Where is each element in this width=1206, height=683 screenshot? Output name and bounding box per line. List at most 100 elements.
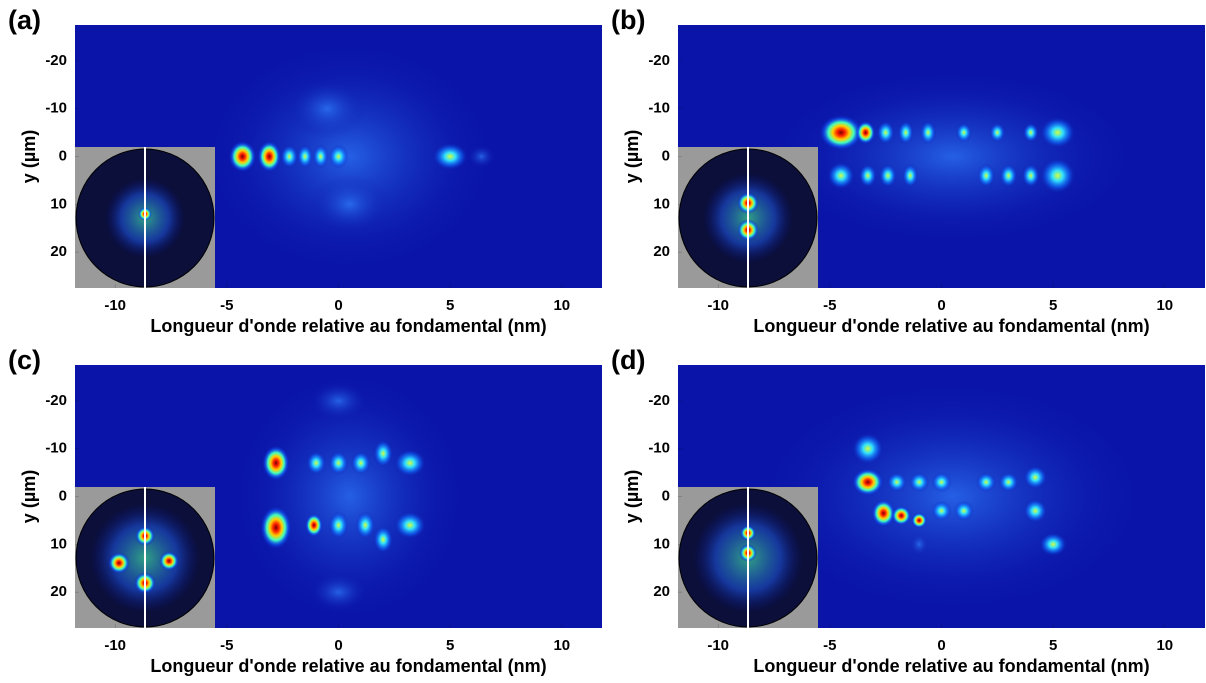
x-tick-label: -10 xyxy=(707,637,729,654)
y-tick-label: 0 xyxy=(662,147,670,164)
y-axis-label: y (µm) xyxy=(19,470,39,523)
y-tick-label: 20 xyxy=(653,583,670,600)
panel: -20 -10 0 10 20 -10 -5 0 5 10 Longueur d'onde rela… xyxy=(8,5,602,336)
intensity-spot xyxy=(1023,465,1048,490)
intensity-spot xyxy=(871,499,896,528)
intensity-spot xyxy=(306,451,327,476)
y-tick-label: -20 xyxy=(45,52,67,69)
panel-label: (c) xyxy=(8,345,41,375)
y-tick-label: 0 xyxy=(662,487,670,504)
x-tick-label: 0 xyxy=(334,297,342,314)
intensity-spot xyxy=(931,472,952,493)
x-tick-label: 10 xyxy=(553,297,570,314)
intensity-spot xyxy=(858,163,877,188)
intensity-spot xyxy=(752,376,1153,617)
y-tick-label: 10 xyxy=(653,535,670,552)
panel-label: (b) xyxy=(611,5,645,35)
inset-spot xyxy=(108,552,130,574)
x-tick-label: 5 xyxy=(446,637,454,654)
y-tick-label: 20 xyxy=(50,243,67,260)
intensity-spot xyxy=(355,511,376,540)
intensity-spot xyxy=(309,174,390,235)
y-tick-label: -10 xyxy=(45,440,67,457)
y-tick-label: -20 xyxy=(648,52,670,69)
intensity-spot xyxy=(259,505,292,550)
y-tick-label: -10 xyxy=(45,100,67,117)
intensity-spot xyxy=(909,472,930,493)
panel: -20 -10 0 10 20 -10 -5 0 5 10 Longueur d'onde rela… xyxy=(611,345,1205,676)
x-tick-label: 0 xyxy=(937,297,945,314)
y-tick-label: 20 xyxy=(50,583,67,600)
y-tick-label: -20 xyxy=(45,392,67,409)
intensity-spot xyxy=(989,122,1006,143)
x-tick-label: -10 xyxy=(707,297,729,314)
intensity-spot xyxy=(855,120,876,145)
intensity-spot xyxy=(308,572,369,613)
intensity-spot xyxy=(467,144,496,169)
x-tick-label: 10 xyxy=(1156,297,1173,314)
x-tick-label: -5 xyxy=(220,637,233,654)
intensity-spot xyxy=(953,500,974,521)
x-axis-label: Longueur d'onde relative au fondamental … xyxy=(753,316,1149,336)
panel: -20 -10 0 10 20 -10 -5 0 5 10 Longueur d'onde rela… xyxy=(611,5,1205,336)
intensity-spot xyxy=(257,140,282,173)
intensity-spot xyxy=(897,120,914,145)
panel-label: (a) xyxy=(8,5,41,35)
intensity-spot xyxy=(373,525,394,554)
intensity-spot xyxy=(876,120,895,145)
intensity-spot xyxy=(1039,532,1068,557)
intensity-spot xyxy=(308,380,369,421)
intensity-spot xyxy=(819,114,864,151)
x-tick-label: -10 xyxy=(104,637,126,654)
intensity-spot xyxy=(999,163,1018,188)
intensity-spot xyxy=(976,472,997,493)
intensity-spot xyxy=(878,163,897,188)
panel-label: (d) xyxy=(611,345,645,375)
intensity-spot xyxy=(911,512,928,529)
x-axis-label: Longueur d'onde relative au fondamental … xyxy=(150,656,546,676)
y-axis-label: y (µm) xyxy=(19,130,39,183)
intensity-spot xyxy=(199,36,500,277)
x-tick-label: -5 xyxy=(220,297,233,314)
y-tick-label: 10 xyxy=(653,195,670,212)
heatmap xyxy=(752,376,1153,617)
intensity-spot xyxy=(328,144,349,169)
intensity-spot xyxy=(350,451,371,476)
intensity-spot xyxy=(851,468,884,497)
intensity-spot xyxy=(909,532,930,557)
intensity-spot xyxy=(920,120,937,145)
heatmap xyxy=(762,66,1143,247)
intensity-spot xyxy=(762,66,1143,247)
intensity-spot xyxy=(886,472,907,493)
heatmap xyxy=(229,366,470,627)
x-axis-label: Longueur d'onde relative au fondamental … xyxy=(150,316,546,336)
intensity-spot xyxy=(287,78,368,139)
intensity-spot xyxy=(851,432,884,465)
intensity-spot xyxy=(280,144,299,169)
y-tick-label: -10 xyxy=(648,100,670,117)
intensity-spot xyxy=(902,163,919,188)
x-tick-label: 10 xyxy=(1156,637,1173,654)
intensity-spot xyxy=(228,140,257,173)
intensity-spot xyxy=(393,449,426,478)
intensity-spot xyxy=(229,366,470,627)
intensity-spot xyxy=(977,163,996,188)
x-tick-label: 0 xyxy=(334,637,342,654)
y-tick-label: 0 xyxy=(59,147,67,164)
x-axis-label: Longueur d'onde relative au fondamental … xyxy=(753,656,1149,676)
intensity-spot xyxy=(261,445,290,482)
x-tick-label: 5 xyxy=(1049,637,1057,654)
x-tick-label: 10 xyxy=(553,637,570,654)
intensity-spot xyxy=(998,472,1019,493)
intensity-spot xyxy=(1039,157,1076,194)
x-tick-label: -10 xyxy=(104,297,126,314)
y-tick-label: -20 xyxy=(648,392,670,409)
intensity-spot xyxy=(304,513,323,538)
y-tick-label: -10 xyxy=(648,440,670,457)
y-axis-label: y (µm) xyxy=(622,470,642,523)
intensity-spot xyxy=(955,122,972,143)
intensity-spot xyxy=(312,144,329,169)
intensity-spot xyxy=(1021,163,1040,188)
intensity-spot xyxy=(931,500,952,521)
